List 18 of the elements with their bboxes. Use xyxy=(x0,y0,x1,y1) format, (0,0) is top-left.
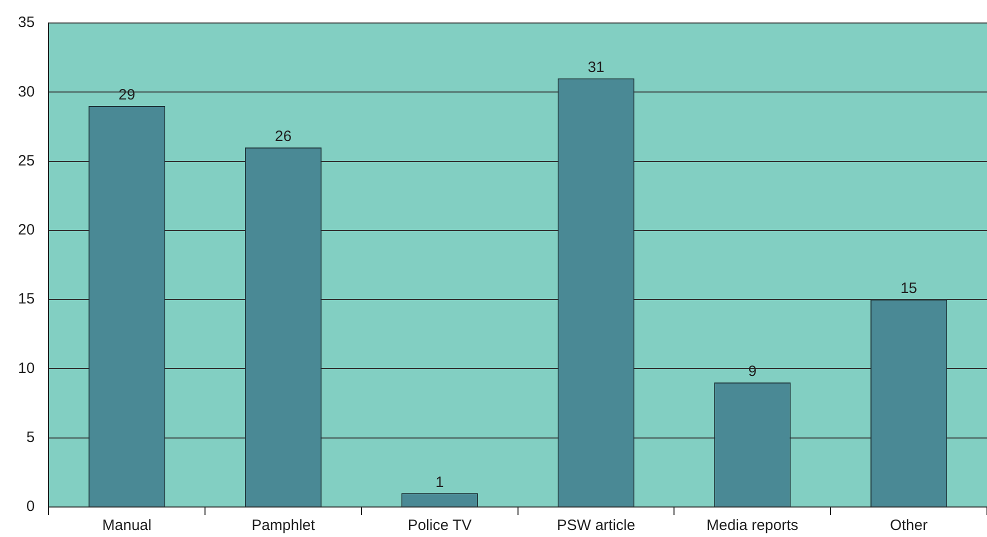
x-tick-label: PSW article xyxy=(556,517,636,534)
x-tick-label: Police TV xyxy=(408,517,472,534)
x-tick-label: Pamphlet xyxy=(252,517,316,534)
y-tick-label: 35 xyxy=(18,14,35,32)
data-label: 31 xyxy=(588,58,604,76)
y-tick-label: 15 xyxy=(18,290,35,308)
y-tick-label: 20 xyxy=(18,222,35,239)
x-tick-label: Manual xyxy=(102,517,152,534)
y-tick-label: 5 xyxy=(26,429,35,446)
data-label: 1 xyxy=(435,474,444,491)
x-tick-label: Media reports xyxy=(706,517,798,534)
x-tick-label: Other xyxy=(890,517,928,534)
data-label: 26 xyxy=(274,128,292,146)
y-tick-label: 10 xyxy=(18,360,35,377)
y-tick-label: 25 xyxy=(18,152,35,170)
y-tick-label: 0 xyxy=(26,498,35,516)
y-tick-label: 30 xyxy=(18,83,35,100)
data-label: 15 xyxy=(900,280,918,298)
